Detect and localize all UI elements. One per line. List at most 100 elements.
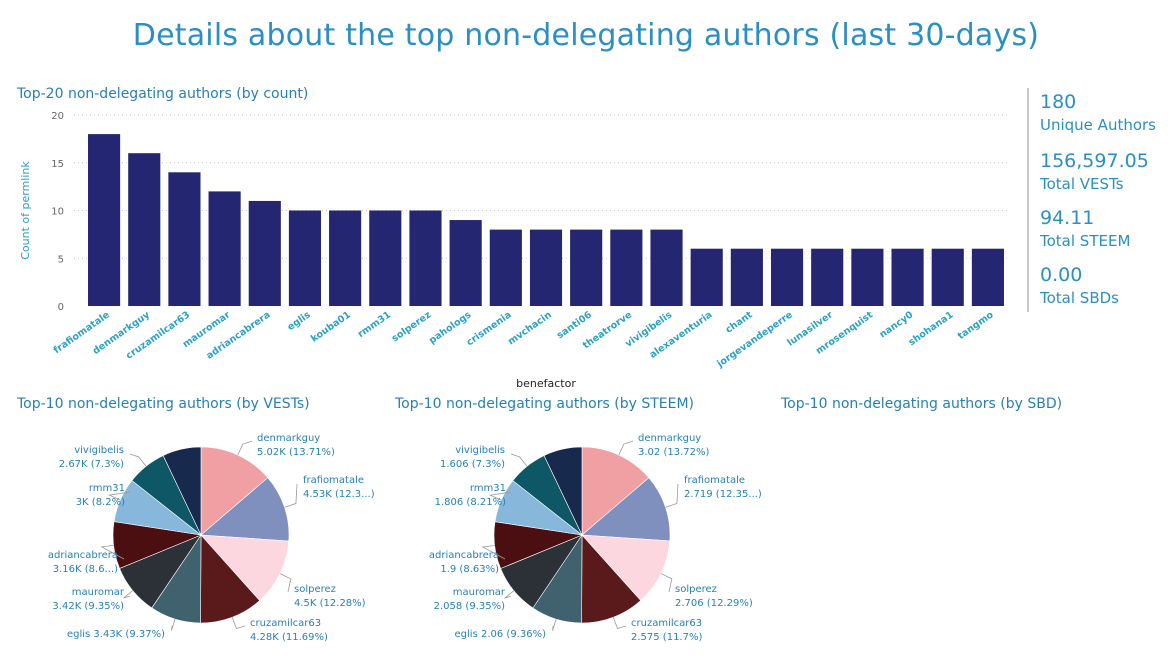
vests-pie-title: Top-10 non-delegating authors (by VESTs) — [17, 396, 310, 412]
slice-name: adriancabrera — [429, 550, 499, 561]
leader-line — [279, 573, 292, 593]
bar — [730, 248, 763, 306]
slice-name: solperez — [294, 584, 336, 595]
kpi-total-steem: 94.11 Total STEEM — [1040, 207, 1130, 251]
leader-line — [552, 618, 557, 631]
bar — [369, 210, 402, 306]
bar — [811, 248, 844, 306]
leader-line — [129, 453, 147, 467]
y-tick-label: 10 — [51, 207, 64, 218]
sbd-pie-title: Top-10 non-delegating authors (by SBD) — [781, 396, 1063, 412]
slice-label: 3.02 (13.72%) — [638, 447, 709, 458]
slice-label: 3K (8.2%) — [76, 497, 125, 508]
leader-line — [665, 483, 679, 508]
slice-label: 2.706 (12.29%) — [675, 598, 753, 609]
slice-label: 2.67K (7.3%) — [59, 459, 124, 470]
pie-slice — [581, 534, 642, 624]
leader-line — [510, 453, 528, 467]
slice-name: denmarkguy — [257, 433, 320, 444]
slice-label: 4.5K (12.28%) — [294, 598, 366, 609]
pie-slice — [200, 534, 261, 624]
slice-label: eglis 2.06 (9.36%) — [455, 629, 547, 640]
slice-name: solperez — [675, 584, 717, 595]
kpi-total-vests: 156,597.05 Total VESTs — [1040, 150, 1149, 194]
bar-chart-title: Top-20 non-delegating authors (by count) — [17, 86, 309, 102]
leader-line — [231, 617, 246, 629]
y-tick-label: 0 — [58, 302, 64, 313]
slice-name: frafiomatale — [684, 475, 745, 486]
y-axis-label: Count of permlink — [19, 161, 32, 260]
slice-label: 3.16K (8.6...) — [53, 564, 118, 575]
leader-line — [660, 573, 673, 593]
bar — [128, 153, 161, 306]
slice-name: cruzamilcar63 — [631, 618, 702, 629]
slice-label: 4.53K (12.3...) — [303, 489, 375, 500]
slice-label: 2.575 (11.7%) — [631, 632, 702, 643]
steem-pie-title: Top-10 non-delegating authors (by STEEM) — [395, 396, 694, 412]
slice-label: 5.02K (13.71%) — [257, 447, 335, 458]
bar — [891, 248, 924, 306]
kpi-value: 156,597.05 — [1040, 150, 1149, 172]
leader-line — [618, 440, 634, 456]
slice-name: frafiomatale — [303, 475, 364, 486]
bar — [88, 134, 121, 306]
slice-name: vivigibelis — [455, 445, 505, 456]
slice-label: 3.42K (9.35%) — [52, 601, 124, 612]
slice-name: adriancabrera — [48, 550, 118, 561]
leader-line — [504, 590, 515, 599]
leader-line — [488, 491, 512, 501]
bar — [409, 210, 442, 306]
slice-label: 2.058 (9.35%) — [434, 601, 505, 612]
slice-name: mauromar — [72, 587, 125, 598]
bar — [690, 248, 723, 306]
bar — [851, 248, 884, 306]
slice-label: 1.9 (8.63%) — [440, 564, 499, 575]
bar — [971, 248, 1004, 306]
slice-name: vivigibelis — [74, 445, 124, 456]
y-tick-label: 5 — [58, 254, 64, 265]
slice-name: cruzamilcar63 — [250, 618, 321, 629]
kpi-unique-authors: 180 Unique Authors — [1040, 91, 1156, 135]
kpi-value: 94.11 — [1040, 207, 1095, 229]
leader-line — [123, 590, 134, 599]
slice-name: mauromar — [453, 587, 506, 598]
slice-name: denmarkguy — [638, 433, 701, 444]
bar — [208, 191, 241, 306]
kpi-value: 0.00 — [1040, 264, 1083, 286]
slice-name: rmm31 — [89, 483, 125, 494]
kpi-label: Total SBDs — [1040, 289, 1119, 307]
pie-slice — [581, 477, 671, 542]
leader-line — [237, 440, 253, 456]
pie-slice — [200, 477, 290, 542]
bar — [610, 229, 643, 306]
kpi-label: Unique Authors — [1040, 116, 1156, 134]
bar — [931, 248, 964, 306]
bar — [449, 220, 482, 306]
slice-label: 1.606 (7.3%) — [440, 459, 505, 470]
kpi-cards: 180 Unique Authors 156,597.05 Total VEST… — [1027, 88, 1169, 312]
bar — [650, 229, 683, 306]
x-axis-label: benefactor — [516, 377, 576, 390]
kpi-total-sbds: 0.00 Total SBDs — [1040, 264, 1119, 308]
y-tick-label: 15 — [51, 159, 64, 170]
slice-label: 1.806 (8.21%) — [435, 497, 506, 508]
slice-name: rmm31 — [470, 483, 506, 494]
kpi-value: 180 — [1040, 91, 1077, 113]
leader-line — [284, 483, 298, 508]
leader-line — [171, 618, 176, 631]
pie-slice — [581, 534, 671, 601]
slice-label: 4.28K (11.69%) — [250, 632, 328, 643]
page-title: Details about the top non-delegating aut… — [132, 18, 1040, 53]
pie-slice — [200, 534, 290, 602]
bar — [489, 229, 522, 306]
y-tick-label: 20 — [51, 111, 64, 122]
kpi-label: Total STEEM — [1040, 232, 1131, 250]
bar — [770, 248, 804, 306]
leader-line — [107, 491, 131, 501]
leader-line — [100, 545, 125, 560]
leader-line — [612, 617, 627, 629]
bar — [570, 229, 603, 306]
